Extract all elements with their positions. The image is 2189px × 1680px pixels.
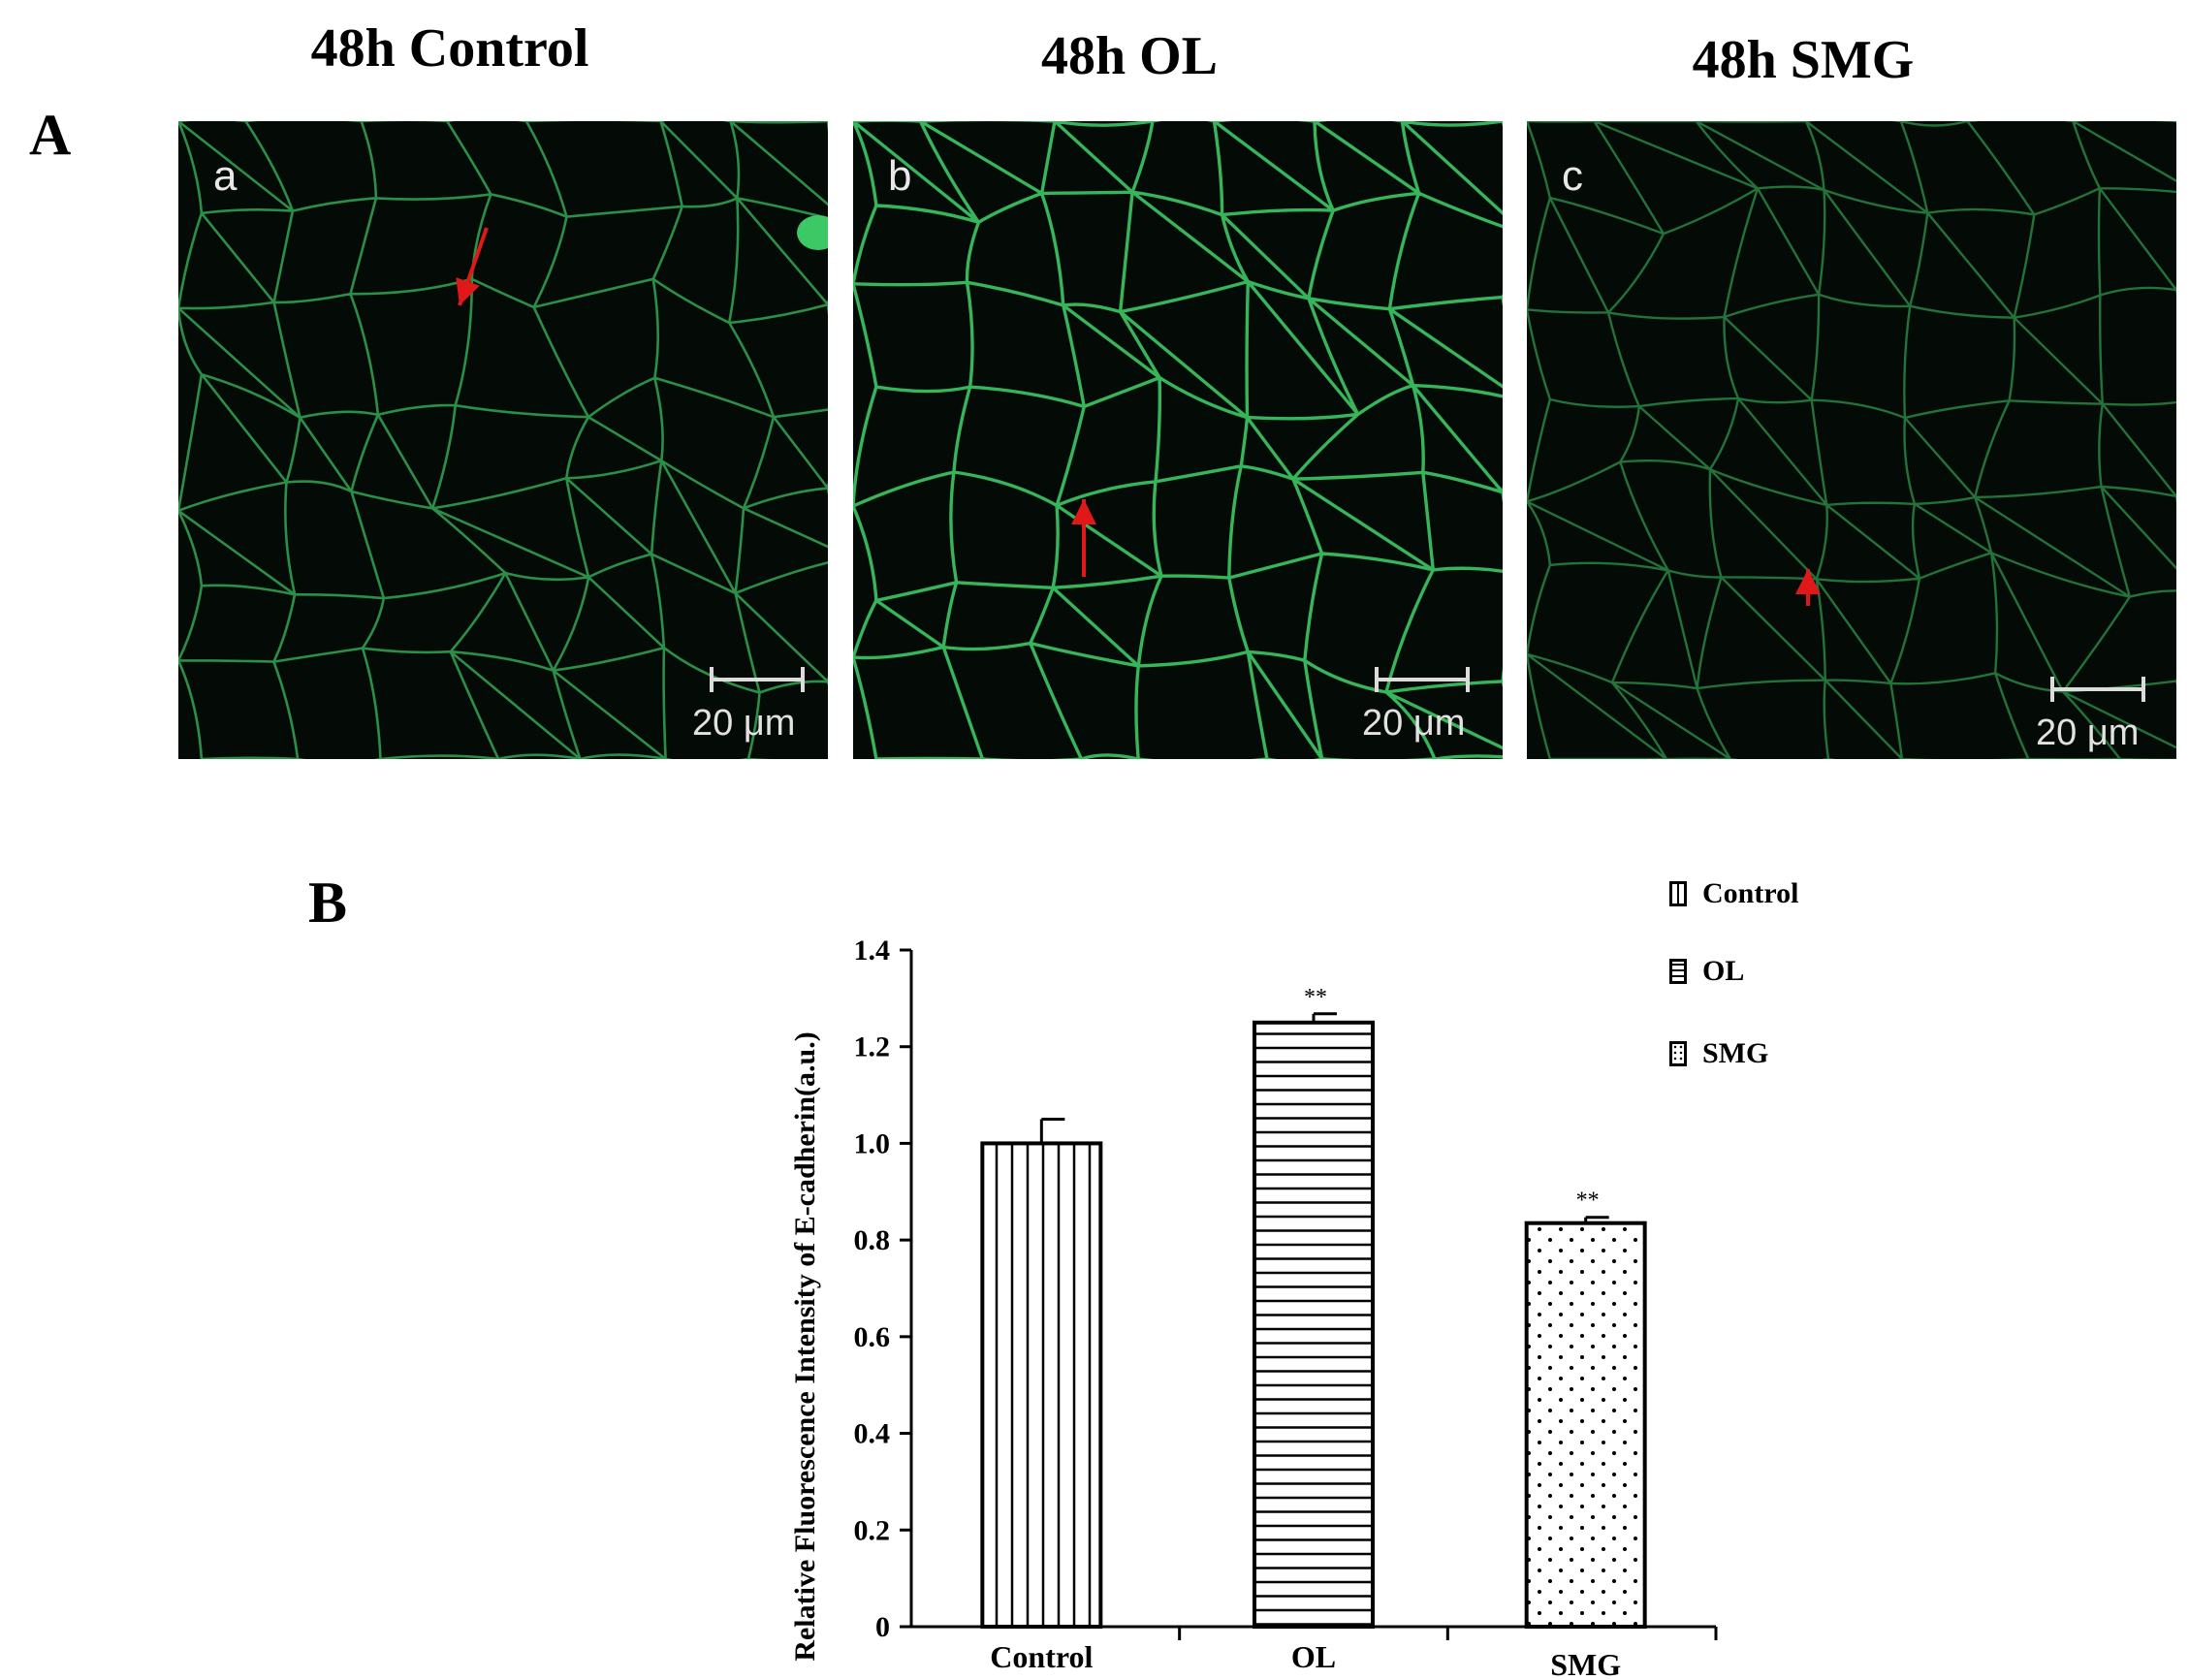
scale-bar-label: 20 μm — [1362, 703, 1466, 744]
y-tick-label: 0.4 — [854, 1418, 891, 1450]
x-tick-label: Control — [990, 1639, 1093, 1674]
bar-smg — [1524, 1220, 1647, 1629]
legend-label: SMG — [1702, 1037, 1769, 1069]
bar-ol — [1253, 1020, 1375, 1630]
cell-membrane-outlines — [1527, 121, 2176, 759]
legend-item-ol: OL — [1669, 955, 1744, 988]
x-tick-label: OL — [1291, 1639, 1336, 1674]
significance-label: ** — [1304, 985, 1327, 1010]
cell-membrane-image — [178, 121, 828, 759]
y-tick-label: 0 — [875, 1611, 890, 1643]
legend-item-smg: SMG — [1669, 1037, 1768, 1070]
micrograph-ol: b 20 μm — [853, 121, 1503, 759]
y-tick-label: 1.4 — [854, 935, 891, 967]
cell-membrane-image — [1527, 121, 2176, 759]
scale-bar-label: 20 μm — [2036, 713, 2140, 753]
legend-label: OL — [1702, 955, 1745, 987]
legend-swatch-smg — [1669, 1041, 1687, 1066]
title-control: 48h Control — [310, 18, 589, 79]
red-arrow-icon — [1071, 499, 1096, 577]
y-tick-label: 0.8 — [854, 1224, 891, 1256]
micrograph-smg: c 20 μm — [1527, 121, 2176, 759]
x-tick-label: SMG — [1550, 1647, 1621, 1677]
legend-swatch-ol — [1669, 959, 1687, 984]
panel-b-letter: B — [308, 871, 348, 935]
subpanel-letter-c: c — [1562, 152, 1583, 200]
y-tick-label: 0.6 — [854, 1321, 891, 1353]
cell-outline-group — [178, 121, 828, 759]
panel-a-letter: A — [29, 103, 72, 167]
cell-membrane-image — [853, 121, 1503, 759]
title-smg: 48h SMG — [1692, 30, 1915, 90]
legend-label: Control — [1702, 877, 1799, 909]
legend-item-control: Control — [1669, 877, 1798, 910]
red-arrow-icon — [1795, 569, 1821, 606]
y-tick-label: 0.2 — [854, 1514, 891, 1546]
legend-swatch-control — [1669, 881, 1687, 906]
bar-control — [980, 1141, 1103, 1629]
scale-bar — [2050, 677, 2145, 702]
bright-spot — [797, 215, 828, 250]
red-arrow-icon — [456, 227, 489, 306]
cell-outline-group — [1527, 121, 2176, 759]
subpanel-letter-b: b — [888, 152, 912, 200]
significance-label: ** — [1576, 1189, 1600, 1214]
scale-bar — [1375, 667, 1470, 692]
bar-chart: 0 0.2 0.4 0.6 0.8 1.0 1.2 1.4 Relative Fluoresce… — [789, 935, 1718, 1677]
y-axis-label: Relative Fluorescence Intensity of E-cad… — [789, 1031, 821, 1661]
scale-bar-label: 20 μm — [692, 703, 796, 744]
title-ol: 48h OL — [1040, 26, 1219, 86]
y-tick-label: 1.0 — [854, 1127, 891, 1159]
y-tick-label: 1.2 — [854, 1031, 891, 1063]
cell-membrane-outlines — [178, 121, 828, 759]
cell-membrane-outlines — [853, 121, 1503, 759]
cell-outline-group — [853, 121, 1503, 759]
subpanel-letter-a: a — [213, 152, 238, 200]
scale-bar — [710, 667, 805, 692]
micrograph-control: a 20 μm — [178, 121, 828, 759]
